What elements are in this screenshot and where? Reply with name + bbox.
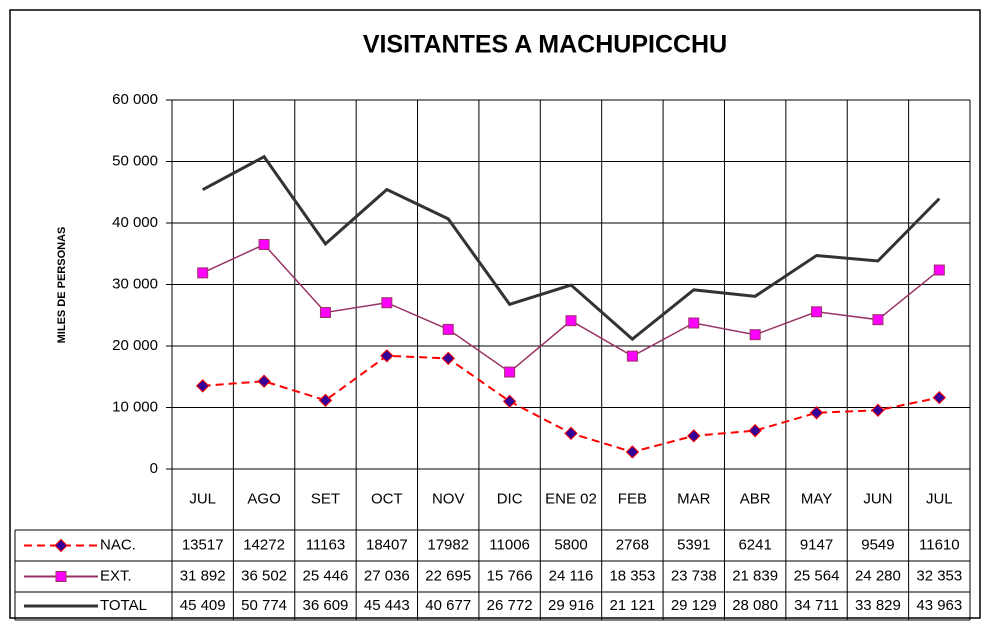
point	[749, 329, 761, 341]
point	[195, 379, 210, 393]
table-value: 24 280	[855, 567, 901, 584]
point	[565, 315, 577, 327]
point	[318, 393, 333, 408]
table-value: 43 963	[916, 597, 962, 614]
table-value: 29 916	[548, 597, 594, 614]
table-value: 31 892	[180, 567, 226, 584]
table-value: 5391	[677, 536, 710, 553]
point	[811, 306, 823, 318]
y-tick-label: 60 000	[112, 91, 158, 108]
point	[748, 423, 762, 438]
point	[564, 426, 578, 441]
chart-title: VISITANTES A MACHUPICCHU	[363, 31, 727, 59]
point	[441, 351, 455, 366]
x-tick-label: MAY	[801, 490, 832, 507]
table-value: 28 080	[732, 597, 778, 614]
point	[258, 239, 270, 251]
table-value: 21 121	[609, 597, 655, 614]
x-tick-label: AGO	[247, 490, 280, 507]
y-tick-label: 50 000	[112, 152, 158, 169]
table-value: 33 829	[855, 597, 901, 614]
point	[932, 390, 947, 405]
x-tick-label: NOV	[432, 490, 465, 507]
point	[626, 350, 638, 362]
point	[688, 317, 700, 329]
table-value: 14272	[243, 536, 285, 553]
point	[257, 374, 271, 388]
point	[502, 394, 517, 409]
point	[872, 314, 884, 326]
table-value: 11163	[306, 536, 346, 553]
point	[809, 406, 824, 420]
table-value: 22 695	[425, 567, 471, 584]
table-value: 25 564	[794, 567, 840, 584]
point	[687, 429, 701, 443]
table-value: 34 711	[794, 597, 839, 614]
table-value: 32 353	[916, 567, 962, 584]
table-value: 9549	[861, 536, 894, 553]
table-value: 25 446	[303, 567, 349, 584]
y-tick-label: 40 000	[112, 214, 158, 231]
table-value: 26 772	[487, 597, 533, 614]
point	[442, 323, 454, 335]
point	[504, 366, 516, 378]
point	[871, 403, 885, 417]
point	[625, 445, 640, 459]
point	[54, 538, 68, 553]
table-value: 17982	[427, 536, 469, 553]
table-value: 5800	[554, 536, 587, 553]
legend-label: EXT.	[100, 567, 132, 584]
table-value: 23 738	[671, 567, 717, 584]
x-tick-label: JUL	[926, 490, 953, 507]
x-tick-label: FEB	[618, 490, 647, 507]
table-value: 9147	[800, 536, 833, 553]
y-tick-label: 0	[150, 460, 158, 477]
point	[197, 267, 209, 279]
point	[55, 571, 67, 582]
x-tick-label: DIC	[497, 490, 523, 507]
y-tick-label: 30 000	[112, 275, 158, 292]
point	[319, 307, 331, 319]
x-tick-label: ENE 02	[545, 490, 597, 507]
table-value: 13517	[182, 536, 224, 553]
table-value: 18 353	[609, 567, 655, 584]
table-value: 36 609	[303, 597, 349, 614]
table-value: 15 766	[487, 567, 533, 584]
x-tick-label: ABR	[740, 490, 771, 507]
table-value: 50 774	[241, 597, 287, 614]
table-value: 27 036	[364, 567, 410, 584]
legend-label: NAC.	[100, 536, 136, 553]
table-value: 29 129	[671, 597, 717, 614]
legend-label: TOTAL	[100, 597, 147, 614]
table-value: 11006	[489, 536, 530, 553]
series-line	[201, 154, 941, 342]
table-value: 36 502	[241, 567, 287, 584]
y-axis-label: MILES DE PERSONAS	[56, 227, 68, 344]
point	[933, 264, 945, 276]
table-value: 11610	[919, 536, 960, 553]
table-value: 45 409	[180, 597, 226, 614]
point	[380, 349, 394, 363]
table-value: 24 116	[549, 567, 594, 584]
table-value: 45 443	[364, 597, 410, 614]
table-value: 40 677	[425, 597, 471, 614]
y-tick-label: 10 000	[112, 398, 158, 415]
x-tick-label: MAR	[677, 490, 711, 507]
table-value: 6241	[738, 536, 771, 553]
x-tick-label: JUL	[189, 490, 216, 507]
table-value: 18407	[366, 536, 408, 553]
x-tick-label: SET	[311, 490, 340, 507]
x-tick-label: OCT	[371, 490, 403, 507]
x-tick-label: JUN	[863, 490, 892, 507]
table-value: 2768	[616, 536, 649, 553]
point	[381, 297, 393, 309]
table-value: 21 839	[732, 567, 778, 584]
y-tick-label: 20 000	[112, 337, 158, 354]
